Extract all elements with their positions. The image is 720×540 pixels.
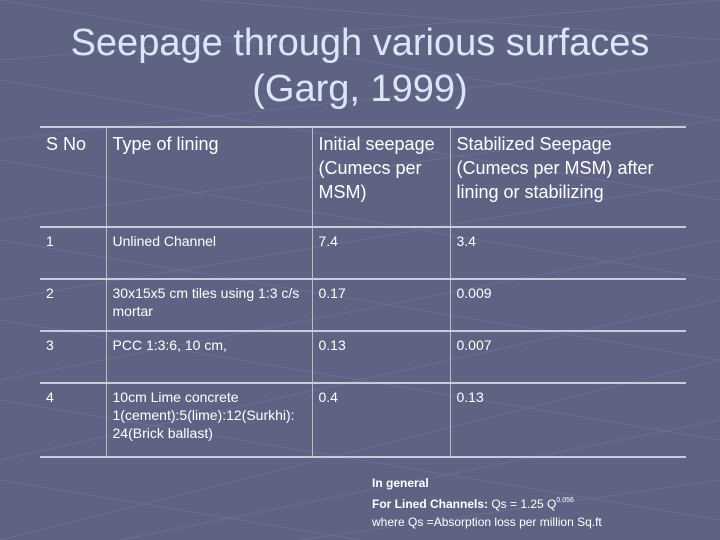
cell-initial-seepage: 0.4 [311, 382, 450, 458]
header-initial-seepage: Initial seepage (Cumecs per MSM) [311, 126, 450, 228]
table-row: 3 PCC 1:3:6, 10 cm, 0.13 0.007 [40, 330, 686, 384]
table-row: 4 10cm Lime concrete 1(cement):5(lime):1… [40, 382, 686, 458]
cell-type-of-lining: PCC 1:3:6, 10 cm, [105, 330, 312, 384]
cell-s-no: 3 [40, 330, 106, 384]
note-lined-channels-label: For Lined Channels: [372, 497, 489, 511]
note-formula-exponent: 0.056 [556, 497, 574, 504]
cell-stabilized-seepage: 0.007 [449, 330, 686, 384]
slide-title-line-1: Seepage through various surfaces [70, 22, 650, 64]
note-definition: where Qs =Absorption loss per million Sq… [372, 515, 602, 529]
cell-s-no: 1 [40, 226, 106, 280]
seepage-table: S No Type of lining Initial seepage (Cum… [40, 126, 686, 458]
cell-s-no: 2 [40, 278, 106, 332]
note-formula: Qs = 1.25 Q [488, 497, 557, 511]
cell-initial-seepage: 7.4 [311, 226, 450, 280]
header-type-of-lining: Type of lining [105, 126, 312, 228]
cell-type-of-lining: 10cm Lime concrete 1(cement):5(lime):12(… [105, 382, 312, 458]
cell-s-no: 4 [40, 382, 106, 458]
cell-type-of-lining: 30x15x5 cm tiles using 1:3 c/s mortar [105, 278, 312, 332]
slide-title-line-2: (Garg, 1999) [252, 68, 468, 110]
cell-initial-seepage: 0.17 [311, 278, 450, 332]
cell-type-of-lining: Unlined Channel [105, 226, 312, 280]
table-row: 1 Unlined Channel 7.4 3.4 [40, 226, 686, 280]
header-s-no: S No [40, 126, 106, 228]
formula-note: In general For Lined Channels: Qs = 1.25… [372, 474, 712, 531]
header-stabilized-seepage: Stabilized Seepage (Cumecs per MSM) afte… [449, 126, 686, 228]
cell-stabilized-seepage: 0.009 [449, 278, 686, 332]
cell-stabilized-seepage: 0.13 [449, 382, 686, 458]
cell-stabilized-seepage: 3.4 [449, 226, 686, 280]
table-header-row: S No Type of lining Initial seepage (Cum… [40, 126, 686, 228]
table-row: 2 30x15x5 cm tiles using 1:3 c/s mortar … [40, 278, 686, 332]
cell-initial-seepage: 0.13 [311, 330, 450, 384]
slide-title: Seepage through various surfaces (Garg, … [0, 20, 720, 112]
note-heading: In general [372, 476, 429, 490]
